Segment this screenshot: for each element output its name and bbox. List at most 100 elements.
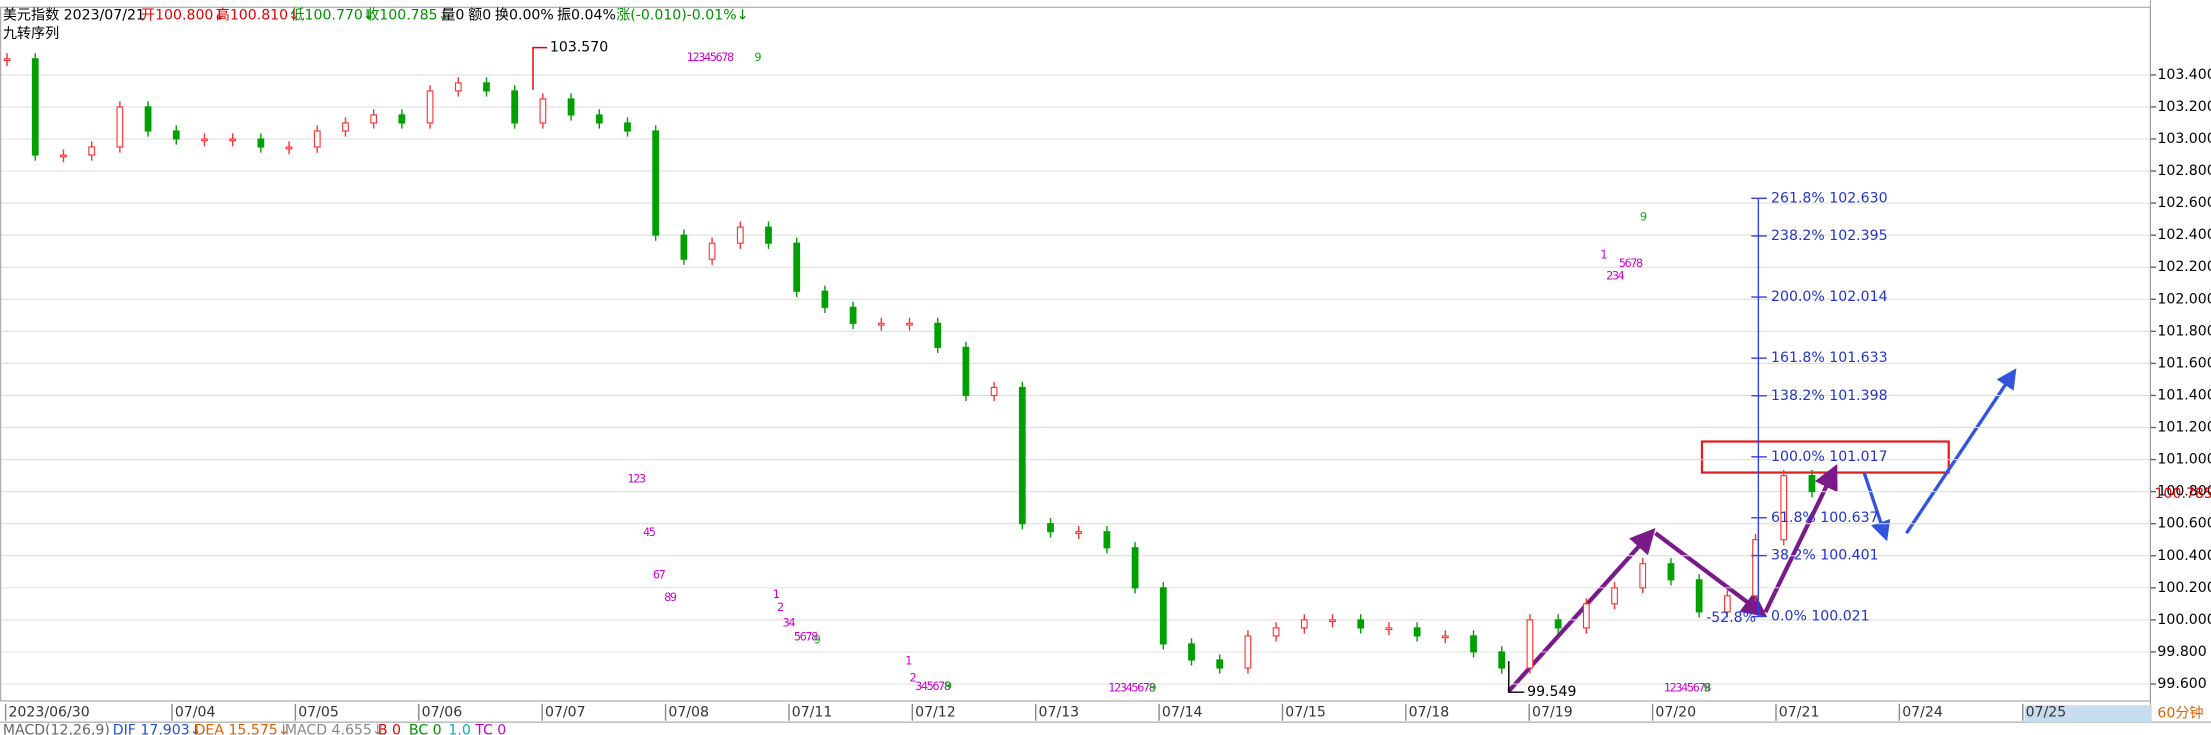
macd-bc: BC 0 — [409, 723, 442, 735]
candle — [652, 130, 660, 236]
candle — [483, 82, 490, 92]
candle — [1554, 619, 1562, 629]
td-mark: 5678 — [794, 631, 818, 644]
macd-b: B 0 — [378, 723, 401, 735]
last-price: 100.785 — [2155, 486, 2211, 502]
candle — [595, 114, 603, 124]
candle — [342, 122, 349, 132]
period: 60分钟 — [2157, 705, 2203, 722]
candle — [1723, 595, 1731, 613]
x-tick-label: 07/19 — [1532, 704, 1573, 720]
candle — [1752, 539, 1759, 597]
td-mark: 1 — [905, 655, 912, 668]
candle — [1808, 475, 1816, 493]
candle — [1103, 531, 1111, 549]
x-tick-label: 07/24 — [1902, 704, 1943, 720]
symbol: 美元指数 2023/07/21 — [3, 8, 145, 24]
x-tick-label: 07/14 — [1162, 704, 1203, 720]
y-tick-label: 99.600 — [2157, 676, 2206, 692]
candle — [765, 226, 772, 244]
candle — [144, 106, 152, 132]
macd-value: MACD 4.655↓ — [285, 723, 384, 735]
candle — [1639, 563, 1647, 589]
candle — [426, 90, 434, 124]
turnover: 换0.00% — [495, 7, 554, 24]
td-mark: 34 — [783, 616, 796, 629]
candle — [567, 98, 575, 116]
candle — [877, 322, 885, 326]
candle — [1188, 643, 1195, 661]
candle — [1272, 627, 1280, 637]
low-label: 99.549 — [1527, 684, 1576, 700]
candle — [1498, 651, 1506, 669]
candle — [821, 290, 829, 308]
candle — [511, 90, 519, 124]
candle — [990, 386, 998, 397]
candle — [1470, 635, 1477, 653]
candle — [962, 346, 970, 397]
macd-one: 1.0 — [448, 723, 470, 735]
x-tick-label: 07/12 — [915, 704, 956, 720]
y-tick-label: 101.800 — [2157, 323, 2211, 339]
open: 开100.800↓ — [141, 8, 225, 24]
y-tick-label: 101.600 — [2157, 355, 2211, 371]
candle — [60, 154, 67, 158]
td-mark: 345678 — [915, 680, 951, 693]
amplitude: 振0.04% — [557, 8, 616, 24]
candle — [934, 322, 942, 348]
y-tick-label: 101.400 — [2157, 387, 2211, 403]
y-tick-label: 100.200 — [2157, 580, 2211, 596]
y-tick-label: 102.200 — [2157, 259, 2211, 275]
y-tick-label: 100.400 — [2157, 548, 2211, 564]
td-mark: 5678 — [1619, 257, 1643, 270]
close: 收100.785↓ — [365, 8, 449, 24]
candle — [454, 82, 462, 92]
td-mark: 2 — [909, 671, 916, 684]
candle — [680, 234, 688, 260]
y-tick-label: 100.600 — [2157, 516, 2211, 532]
fib-label: 161.8% 101.633 — [1771, 350, 1888, 366]
fib-note: -52.8% — [1706, 610, 1756, 626]
x-tick-label: 07/05 — [298, 704, 339, 720]
candle — [736, 226, 744, 244]
y-tick-label: 101.000 — [2157, 452, 2211, 468]
candle — [201, 138, 208, 142]
x-tick-label: 07/11 — [792, 704, 833, 720]
candle — [624, 122, 631, 132]
x-tick-label: 07/08 — [668, 704, 709, 720]
candle — [1300, 619, 1308, 629]
candle — [1611, 587, 1618, 605]
arrow — [1905, 368, 2017, 535]
candle — [1695, 579, 1703, 613]
high-leader — [532, 46, 548, 90]
candle — [849, 306, 857, 324]
candle — [285, 146, 293, 150]
candle — [1582, 603, 1590, 629]
td-mark: 1 — [1600, 248, 1607, 261]
candle — [1385, 627, 1393, 631]
candle — [3, 58, 11, 62]
y-tick-label: 102.000 — [2157, 291, 2211, 307]
y-tick-label: 100.800 — [2157, 484, 2211, 500]
x-tick-label: 07/04 — [175, 704, 216, 720]
scroll-block[interactable] — [2024, 705, 2152, 723]
candle — [88, 146, 96, 156]
candle — [906, 322, 913, 326]
x-tick-label: 07/20 — [1655, 704, 1696, 720]
y-tick-label: 100.000 — [2157, 612, 2211, 628]
candle — [1216, 659, 1224, 669]
td-mark: 12345678 — [1108, 681, 1155, 694]
candle — [539, 98, 547, 124]
td-mark: 45 — [643, 526, 656, 539]
y-tick-label: 101.200 — [2157, 420, 2211, 436]
x-tick-label: 2023/06/30 — [8, 704, 89, 720]
fib-label: 61.8% 100.637 — [1771, 510, 1879, 526]
x-tick-label: 07/13 — [1039, 704, 1080, 720]
high: 高100.810↓ — [216, 7, 300, 24]
fib-label: 238.2% 102.395 — [1771, 228, 1888, 244]
fib-label: 261.8% 102.630 — [1771, 190, 1888, 206]
x-tick-label: 07/25 — [2026, 704, 2067, 720]
y-tick-label: 102.400 — [2157, 227, 2211, 243]
td-mark: 9 — [1640, 210, 1647, 223]
